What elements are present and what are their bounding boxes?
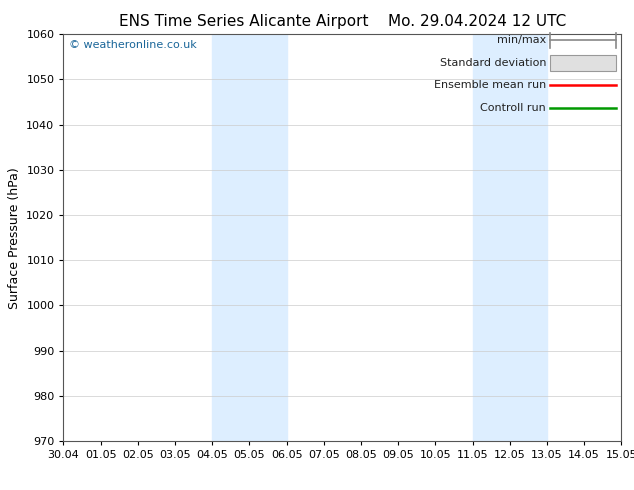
Y-axis label: Surface Pressure (hPa): Surface Pressure (hPa) [8, 167, 21, 309]
Bar [472, 34, 547, 441]
Text: min/max: min/max [497, 35, 546, 46]
Title: ENS Time Series Alicante Airport    Mo. 29.04.2024 12 UTC: ENS Time Series Alicante Airport Mo. 29.… [119, 14, 566, 29]
Text: Standard deviation: Standard deviation [439, 58, 546, 68]
Text: © weatheronline.co.uk: © weatheronline.co.uk [69, 40, 197, 50]
Bar [550, 54, 616, 71]
Bar [212, 34, 287, 441]
Text: Controll run: Controll run [480, 102, 546, 113]
Text: Ensemble mean run: Ensemble mean run [434, 80, 546, 90]
